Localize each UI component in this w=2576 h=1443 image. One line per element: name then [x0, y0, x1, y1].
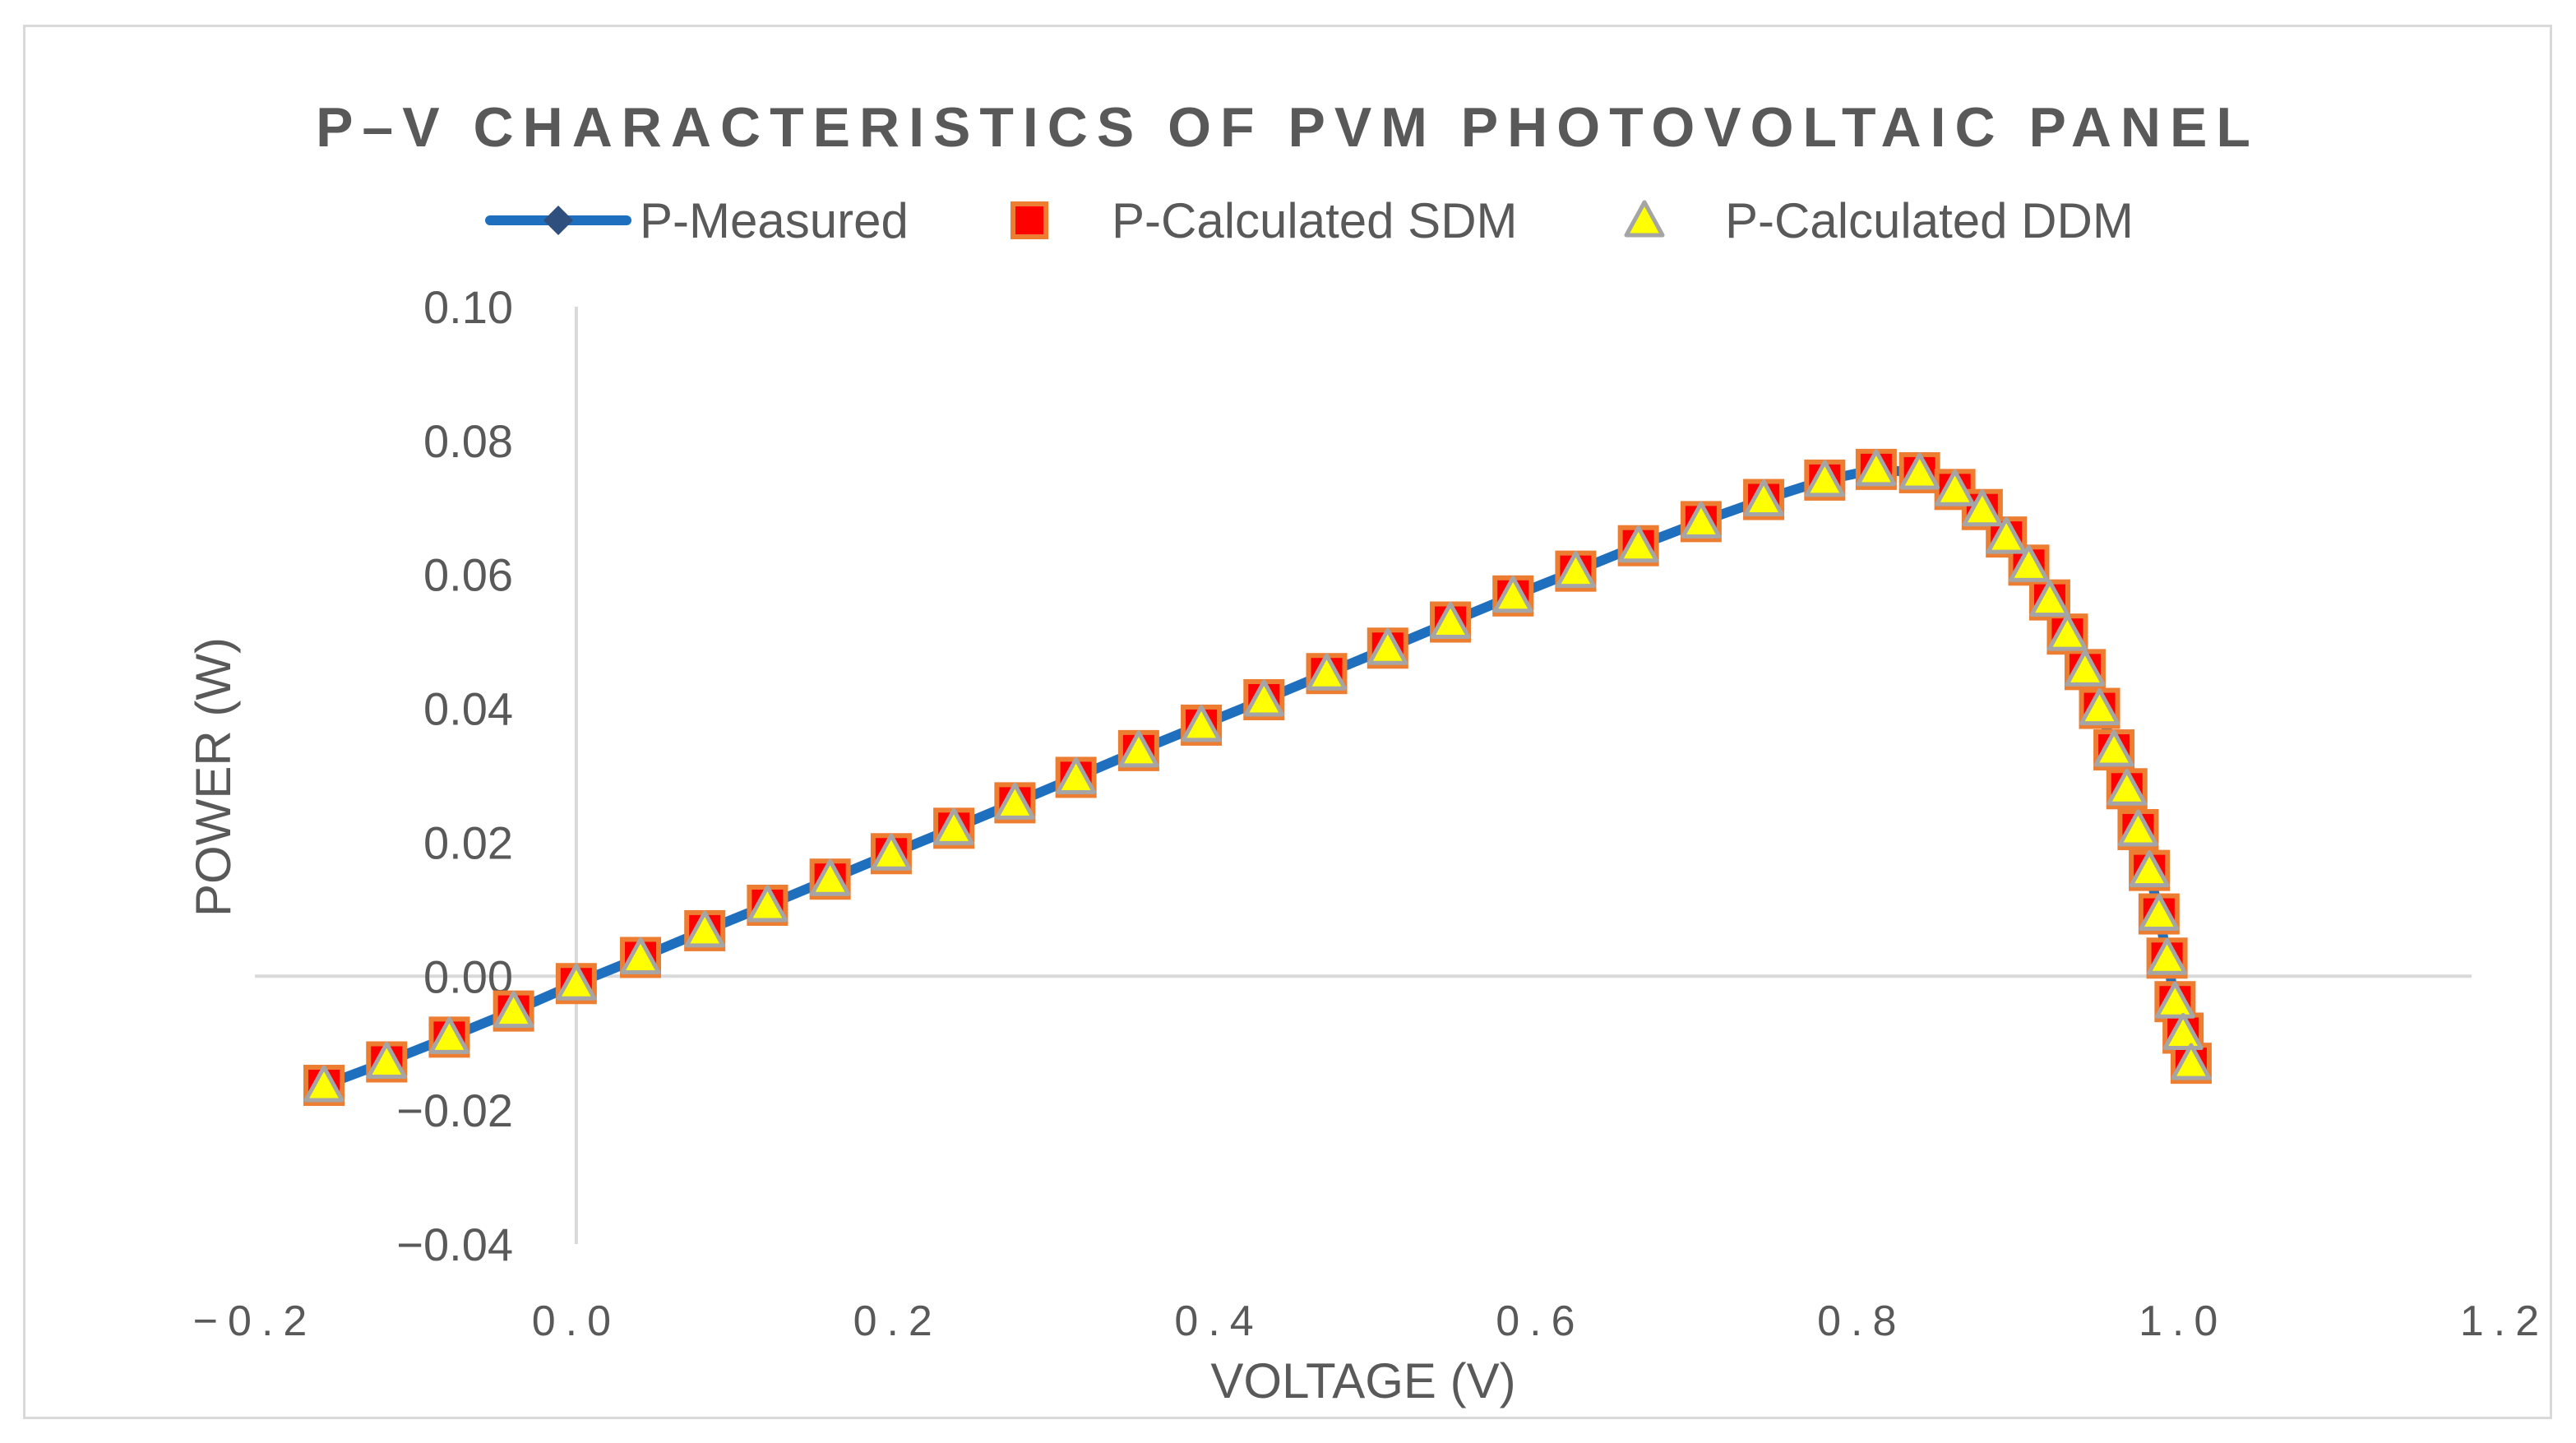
- legend-swatch-p-measured-marker: [543, 206, 573, 235]
- marker-p-calculated-ddm: [2171, 1043, 2212, 1080]
- marker-p-calculated-ddm: [2107, 768, 2148, 806]
- marker-p-calculated-ddm: [1986, 516, 2027, 554]
- marker-p-calculated-ddm: [2029, 580, 2070, 617]
- marker-p-calculated-ddm: [933, 807, 974, 845]
- marker-p-calculated-ddm: [1899, 452, 1940, 490]
- marker-p-calculated-ddm: [1935, 469, 1976, 506]
- marker-p-calculated-ddm: [2147, 937, 2188, 975]
- x-tick-label: −0.2: [193, 1297, 317, 1345]
- marker-p-calculated-ddm: [2093, 729, 2134, 767]
- x-tick-label: 0.8: [1817, 1297, 1906, 1345]
- legend-label-p-calculated-sdm: P-Calculated SDM: [1112, 193, 1518, 248]
- x-axis-title: VOLTAGE (V): [1210, 1353, 1515, 1408]
- marker-p-calculated-ddm: [2117, 809, 2158, 847]
- marker-p-calculated-ddm: [428, 1016, 469, 1054]
- x-tick-label: 1.0: [2139, 1297, 2227, 1345]
- legend-swatch-p-calculated-sdm: [1011, 201, 1048, 239]
- x-tick-label: 0.6: [1496, 1297, 1584, 1345]
- marker-p-calculated-ddm: [2009, 544, 2050, 582]
- chart-frame: [23, 25, 2552, 1419]
- y-tick-label: 0.10: [423, 281, 513, 333]
- chart-title: P–V CHARACTERISTICS OF PVM PHOTOVOLTAIC …: [316, 96, 2259, 159]
- y-tick-label: −0.02: [396, 1085, 513, 1136]
- legend-swatch-p-calculated-ddm: [1624, 200, 1665, 238]
- marker-p-calculated-ddm: [1056, 756, 1097, 794]
- marker-p-calculated-ddm: [2139, 894, 2180, 932]
- marker-p-calculated-ddm: [1681, 501, 1722, 539]
- legend-label-p-calculated-ddm: P-Calculated DDM: [1725, 193, 2134, 248]
- marker-p-calculated-ddm: [871, 833, 912, 871]
- marker-p-calculated-ddm: [1804, 460, 1845, 497]
- marker-p-calculated-ddm: [747, 885, 788, 923]
- marker-p-calculated-ddm: [620, 937, 661, 974]
- marker-p-calculated-ddm: [1181, 705, 1222, 742]
- marker-p-calculated-ddm: [1367, 627, 1408, 665]
- marker-p-calculated-ddm: [493, 991, 534, 1029]
- marker-p-calculated-ddm: [366, 1042, 407, 1080]
- marker-p-calculated-ddm: [2162, 1013, 2204, 1050]
- marker-p-calculated-ddm: [303, 1065, 345, 1103]
- marker-p-calculated-ddm: [1430, 602, 1471, 640]
- marker-p-calculated-ddm: [1618, 525, 1659, 563]
- plot-area: [303, 448, 2212, 1107]
- marker-p-calculated-ddm: [1555, 551, 1596, 589]
- tick-labels: −0.04−0.020.000.020.040.060.080.10−0.2 0.…: [193, 281, 2549, 1345]
- y-tick-label: 0.08: [423, 415, 513, 467]
- marker-p-calculated-ddm: [994, 782, 1035, 820]
- marker-p-calculated-ddm: [2046, 613, 2088, 651]
- marker-p-calculated-ddm: [1856, 449, 1897, 487]
- marker-p-calculated-ddm: [1118, 730, 1159, 768]
- x-tick-label: 0.0: [532, 1297, 621, 1345]
- marker-p-calculated-ddm: [1243, 679, 1284, 717]
- marker-p-calculated-ddm: [2154, 981, 2195, 1019]
- marker-p-calculated-ddm: [1962, 489, 2003, 527]
- y-axis-title-group: POWER (W): [186, 637, 241, 917]
- marker-p-calculated-ddm: [1492, 576, 1533, 613]
- marker-p-calculated-ddm: [1743, 479, 1784, 517]
- legend-label-p-measured: P-Measured: [640, 193, 909, 248]
- marker-p-calculated-ddm: [1306, 653, 1348, 691]
- marker-p-calculated-ddm: [2079, 688, 2120, 726]
- marker-p-calculated-ddm: [2129, 850, 2170, 888]
- y-tick-label: 0.06: [423, 549, 513, 601]
- marker-p-calculated-ddm: [2065, 649, 2106, 687]
- y-tick-label: −0.04: [396, 1219, 513, 1270]
- y-tick-label: 0.02: [423, 816, 513, 868]
- marker-p-calculated-ddm: [684, 910, 725, 948]
- y-axis-title: POWER (W): [186, 637, 241, 917]
- x-tick-label: 1.2: [2460, 1297, 2549, 1345]
- x-tick-label: 0.4: [1174, 1297, 1263, 1345]
- x-tick-label: 0.2: [853, 1297, 942, 1345]
- legend: P-Measured P-Calculated SDM P-Calculated D…: [485, 193, 2134, 248]
- y-tick-label: 0.04: [423, 683, 513, 735]
- marker-p-calculated-ddm: [556, 963, 597, 1001]
- series-line-p-measured: [319, 464, 2196, 1090]
- marker-p-calculated-ddm: [810, 858, 851, 896]
